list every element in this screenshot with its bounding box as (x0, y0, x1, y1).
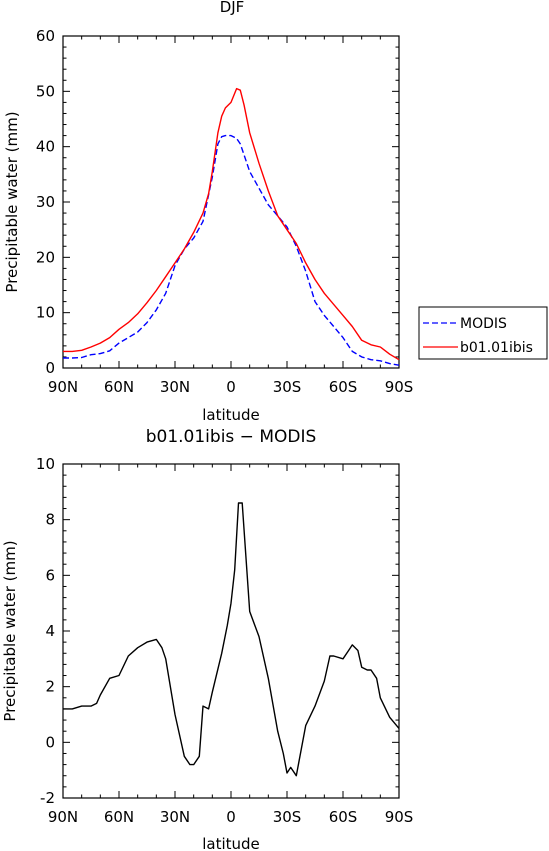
bottom-chart-x-axis-label: latitude (202, 835, 260, 851)
bottom-chart-y-tick-label: 4 (45, 622, 55, 640)
top-chart-y-tick-label: 10 (36, 304, 55, 322)
legend-frame (418, 306, 548, 360)
top-chart-x-tick-label: 90S (385, 378, 414, 396)
top-chart-x-tick-label: 0 (226, 378, 236, 396)
bottom-chart-title: b01.01ibis − MODIS (146, 427, 317, 447)
legend-label-b01-01ibis: b01.01ibis (460, 340, 533, 356)
bottom-chart-x-tick-label: 60S (329, 808, 358, 826)
top-chart-panel: DJF 90N 60N 30N 0 30S 60S 90S 0 10 20 30 40 50 60 lat… (3, 0, 548, 424)
bottom-chart-y-tick-label: -2 (40, 789, 55, 807)
top-chart-y-tick-label: 50 (36, 82, 55, 100)
top-chart-y-tick-label: 30 (36, 193, 55, 211)
top-chart-y-axis-label: Precipitable water (mm) (3, 111, 21, 292)
bottom-chart-x-tick-label: 30N (160, 808, 190, 826)
bottom-chart-ticks: 90N 60N 30N 0 30S 60S 90S -2 0 2 4 6 8 10 (36, 455, 413, 826)
top-chart-series-line-modis (63, 134, 400, 366)
top-chart-y-tick-label: 60 (36, 27, 55, 45)
bottom-chart-plot-frame (62, 463, 400, 799)
top-chart-series-line-b01-01ibis (63, 87, 400, 361)
top-chart-y-tick-label: 20 (36, 248, 55, 266)
bottom-chart-y-tick-label: 0 (45, 733, 55, 751)
top-chart-x-tick-label: 60N (104, 378, 134, 396)
top-chart-plot-frame (62, 35, 400, 369)
legend-label-modis: MODIS (460, 316, 507, 332)
bottom-chart-x-tick-label: 90S (385, 808, 414, 826)
bottom-chart-y-tick-label: 8 (45, 511, 55, 529)
top-chart-y-tick-label: 40 (36, 138, 55, 156)
top-chart-x-axis-label: latitude (202, 406, 260, 424)
bottom-chart-series (63, 502, 400, 777)
bottom-chart-panel: b01.01ibis − MODIS 90N 60N 30N 0 30S 60S 90S -2… (1, 427, 413, 851)
bottom-chart-y-axis-label: Precipitable water (mm) (1, 540, 19, 721)
legend: MODIS b01.01ibis (418, 306, 548, 360)
top-chart-x-tick-label: 30S (273, 378, 302, 396)
top-chart-series (63, 87, 400, 366)
bottom-chart-x-tick-label: 0 (226, 808, 236, 826)
bottom-chart-y-tick-label: 6 (45, 566, 55, 584)
bottom-chart-x-tick-label: 30S (273, 808, 302, 826)
top-chart-ticks: 90N 60N 30N 0 30S 60S 90S 0 10 20 30 40 50 60 (36, 27, 413, 396)
bottom-chart-y-tick-label: 2 (45, 678, 55, 696)
top-chart-title: DJF (220, 0, 245, 16)
top-chart-y-tick-label: 0 (45, 359, 55, 377)
bottom-chart-x-tick-label: 60N (104, 808, 134, 826)
top-chart-x-tick-label: 30N (160, 378, 190, 396)
bottom-chart-x-tick-label: 90N (48, 808, 78, 826)
bottom-chart-y-tick-label: 10 (36, 455, 55, 473)
top-chart-x-tick-label: 90N (48, 378, 78, 396)
bottom-chart-series-line-difference (63, 502, 400, 777)
top-chart-x-tick-label: 60S (329, 378, 358, 396)
